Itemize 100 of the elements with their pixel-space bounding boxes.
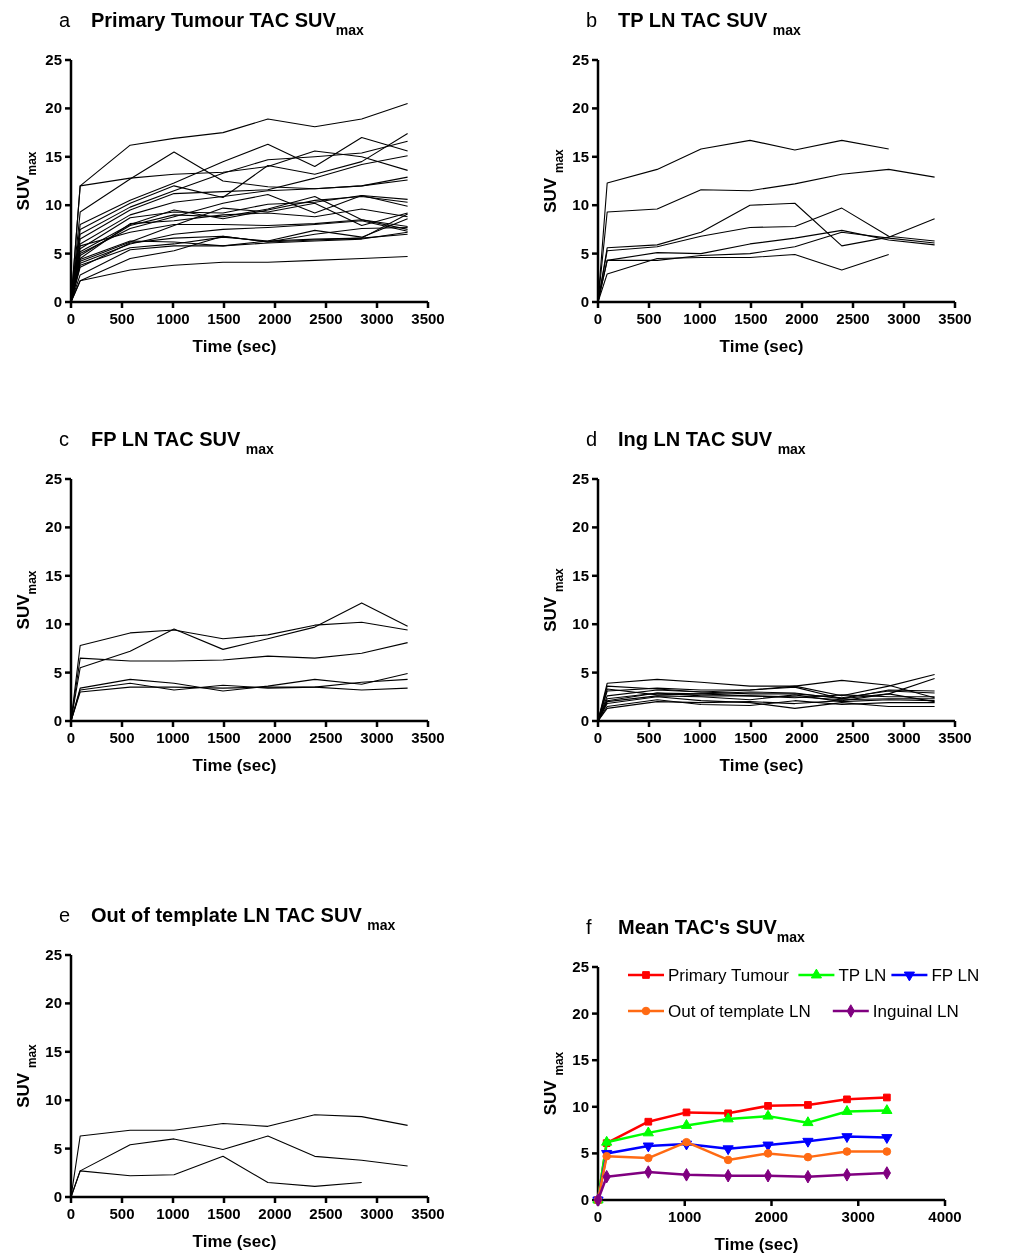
x-tick-label: 1000	[156, 729, 190, 746]
y-tick-label: 20	[45, 99, 62, 117]
y-tick-label: 25	[45, 51, 62, 68]
x-tick-label: 0	[66, 310, 76, 327]
x-tick-label: 2000	[754, 1208, 789, 1225]
y-tick-label: 20	[45, 994, 62, 1012]
x-axis-title: Time (sec)	[192, 756, 277, 775]
y-tick-label: 5	[580, 1144, 589, 1162]
y-tick-label: 15	[572, 147, 589, 165]
x-tick-label: 4000	[928, 1208, 962, 1225]
x-tick-label: 0	[593, 310, 603, 327]
x-tick-label: 2500	[309, 729, 343, 746]
y-tick-label: 10	[572, 615, 589, 633]
x-tick-label: 3000	[360, 310, 394, 327]
y-tick-label: 0	[580, 293, 589, 310]
legend-label: Inguinal LN	[872, 1002, 959, 1021]
y-tick-label: 10	[45, 196, 62, 214]
y-tick-label: 25	[45, 470, 62, 487]
y-tick-label: 5	[53, 244, 62, 262]
x-tick-label: 3500	[411, 1205, 445, 1222]
y-tick-label: 5	[53, 1139, 62, 1157]
y-tick-label: 20	[572, 99, 589, 117]
x-tick-label: 2500	[836, 310, 870, 327]
chart-title: TP LN TAC SUV $_{max}$	[618, 9, 802, 38]
x-tick-label: 3500	[411, 310, 445, 327]
y-tick-label: 5	[53, 663, 62, 681]
y-tick-label: 0	[580, 712, 589, 729]
legend-label: Out of template LN	[668, 1002, 811, 1021]
y-tick-label: 25	[45, 946, 62, 963]
x-tick-label: 1000	[683, 729, 717, 746]
text: e	[59, 904, 71, 926]
y-tick-label: 10	[45, 1091, 62, 1109]
x-tick-label: 3500	[938, 729, 972, 746]
y-tick-label: 25	[572, 470, 589, 487]
text: b	[586, 9, 598, 31]
x-tick-label: 1000	[156, 310, 190, 327]
x-tick-label: 3000	[841, 1208, 875, 1225]
y-tick-label: 15	[45, 1042, 62, 1060]
y-tick-label: 10	[45, 615, 62, 633]
x-tick-label: 1500	[207, 1205, 241, 1222]
x-axis-title: Time (sec)	[192, 337, 277, 356]
chart-title: Mean TAC's SUV$_{max}$	[618, 916, 806, 945]
chart-title: FP LN TAC SUV $_{max}$	[91, 428, 275, 457]
y-tick-label: 25	[572, 958, 589, 975]
x-axis-title: Time (sec)	[192, 1232, 277, 1251]
x-tick-label: 1000	[156, 1205, 190, 1222]
x-tick-label: 0	[66, 729, 76, 746]
x-tick-label: 1500	[734, 310, 768, 327]
x-tick-label: 3500	[938, 310, 972, 327]
y-tick-label: 20	[45, 518, 62, 536]
chart-title: Out of template LN TAC SUV $_{max}$	[91, 904, 396, 933]
x-tick-label: 2000	[785, 310, 819, 327]
x-tick-label: 500	[109, 310, 135, 327]
chart-title: Primary Tumour TAC SUV$_{max}$	[91, 9, 365, 38]
y-tick-label: 15	[572, 1051, 589, 1069]
x-tick-label: 2000	[258, 310, 292, 327]
x-tick-label: 500	[109, 1205, 135, 1222]
x-tick-label: 3000	[887, 310, 921, 327]
x-tick-label: 3000	[360, 1205, 394, 1222]
y-tick-label: 0	[53, 293, 62, 310]
x-tick-label: 0	[593, 729, 603, 746]
x-tick-label: 2000	[258, 729, 292, 746]
x-tick-label: 500	[109, 729, 135, 746]
y-tick-label: 10	[572, 196, 589, 214]
text: d	[586, 428, 598, 450]
y-tick-label: 0	[580, 1191, 589, 1208]
legend-label: FP LN	[931, 966, 980, 985]
x-axis-title: Time (sec)	[719, 337, 804, 356]
x-tick-label: 1500	[734, 729, 768, 746]
x-tick-label: 1500	[207, 729, 241, 746]
y-tick-label: 15	[45, 147, 62, 165]
x-tick-label: 500	[636, 310, 662, 327]
x-tick-label: 0	[66, 1205, 76, 1222]
x-axis-title: Time (sec)	[714, 1235, 799, 1254]
x-tick-label: 2000	[785, 729, 819, 746]
x-tick-label: 1500	[207, 310, 241, 327]
x-tick-label: 2500	[309, 310, 343, 327]
x-tick-label: 3000	[360, 729, 394, 746]
y-tick-label: 20	[572, 1004, 589, 1022]
x-tick-label: 500	[636, 729, 662, 746]
x-tick-label: 3000	[887, 729, 921, 746]
chart-title: Ing LN TAC SUV $_{max}$	[618, 428, 806, 457]
text: f	[586, 916, 592, 938]
text: a	[59, 9, 71, 31]
x-tick-label: 0	[593, 1208, 603, 1225]
legend-label: TP LN	[838, 966, 887, 985]
y-tick-label: 0	[53, 712, 62, 729]
y-tick-label: 5	[580, 663, 589, 681]
x-tick-label: 2000	[258, 1205, 292, 1222]
legend-label: Primary Tumour	[668, 966, 790, 985]
x-tick-label: 1000	[683, 310, 717, 327]
y-tick-label: 10	[572, 1097, 589, 1115]
x-tick-label: 2500	[309, 1205, 343, 1222]
y-tick-label: 25	[572, 51, 589, 68]
x-tick-label: 3500	[411, 729, 445, 746]
y-tick-label: 15	[45, 566, 62, 584]
y-tick-label: 5	[580, 244, 589, 262]
y-tick-label: 0	[53, 1188, 62, 1205]
x-axis-title: Time (sec)	[719, 756, 804, 775]
y-tick-label: 20	[572, 518, 589, 536]
